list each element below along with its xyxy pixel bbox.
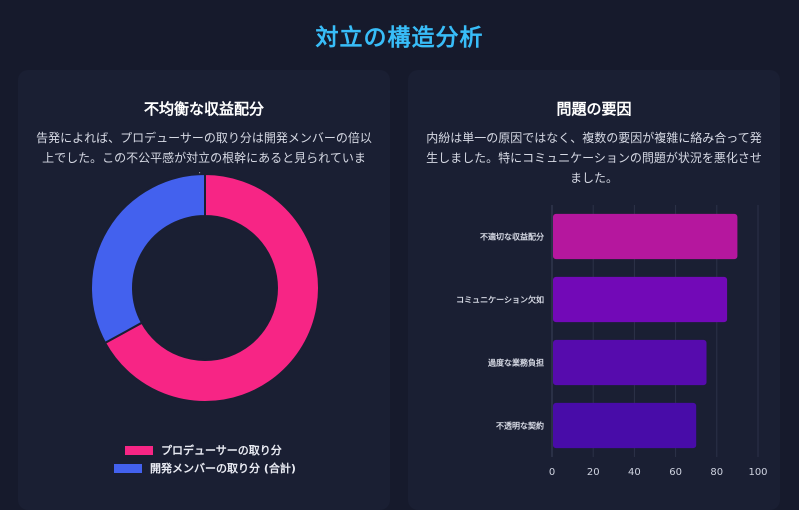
- bar[interactable]: [553, 339, 707, 386]
- causes-card: 問題の要因 内紛は単一の原因ではなく、複数の要因が複雑に絡み合って発生しました。…: [408, 70, 780, 510]
- category-label: 不透明な契約: [496, 421, 544, 431]
- category-label: コミュニケーション欠如: [456, 295, 544, 305]
- causes-description: 内紛は単一の原因ではなく、複数の要因が複雑に絡み合って発生しました。特にコミュニ…: [426, 131, 762, 185]
- x-tick-label: 60: [669, 467, 682, 478]
- legend-label: プロデューサーの取り分: [161, 444, 282, 457]
- category-label: 不適切な収益配分: [480, 232, 544, 242]
- bar[interactable]: [553, 402, 697, 449]
- bar[interactable]: [553, 213, 738, 260]
- legend-label: 開発メンバーの取り分 (合計): [150, 462, 296, 475]
- legend-item-producer[interactable]: プロデューサーの取り分: [125, 442, 282, 458]
- doughnut-slice[interactable]: [90, 172, 206, 345]
- x-tick-label: 80: [710, 467, 723, 478]
- x-tick-label: 0: [549, 467, 555, 478]
- revenue-doughnut-chart: [90, 172, 320, 403]
- revenue-split-card: 不均衡な収益配分 告発によれば、プロデューサーの取り分は開発メンバーの倍以上でし…: [18, 70, 390, 510]
- legend-swatch: [114, 463, 142, 473]
- revenue-split-title: 不均衡な収益配分: [143, 100, 264, 118]
- legend-swatch: [125, 445, 153, 455]
- page-title: 対立の構造分析: [315, 25, 484, 51]
- causes-title: 問題の要因: [556, 100, 632, 118]
- x-tick-label: 100: [748, 467, 767, 478]
- bar[interactable]: [553, 276, 728, 323]
- legend-item-developers[interactable]: 開発メンバーの取り分 (合計): [114, 460, 296, 476]
- category-label: 過度な業務負担: [487, 358, 544, 368]
- x-tick-label: 40: [628, 467, 641, 478]
- x-tick-label: 20: [587, 467, 600, 478]
- causes-bar-chart: 0 20 40 60 80 100 不適切な収益配分コミュニケーション欠如過度な業務負担不透…: [456, 205, 768, 478]
- doughnut-slice[interactable]: [103, 172, 320, 403]
